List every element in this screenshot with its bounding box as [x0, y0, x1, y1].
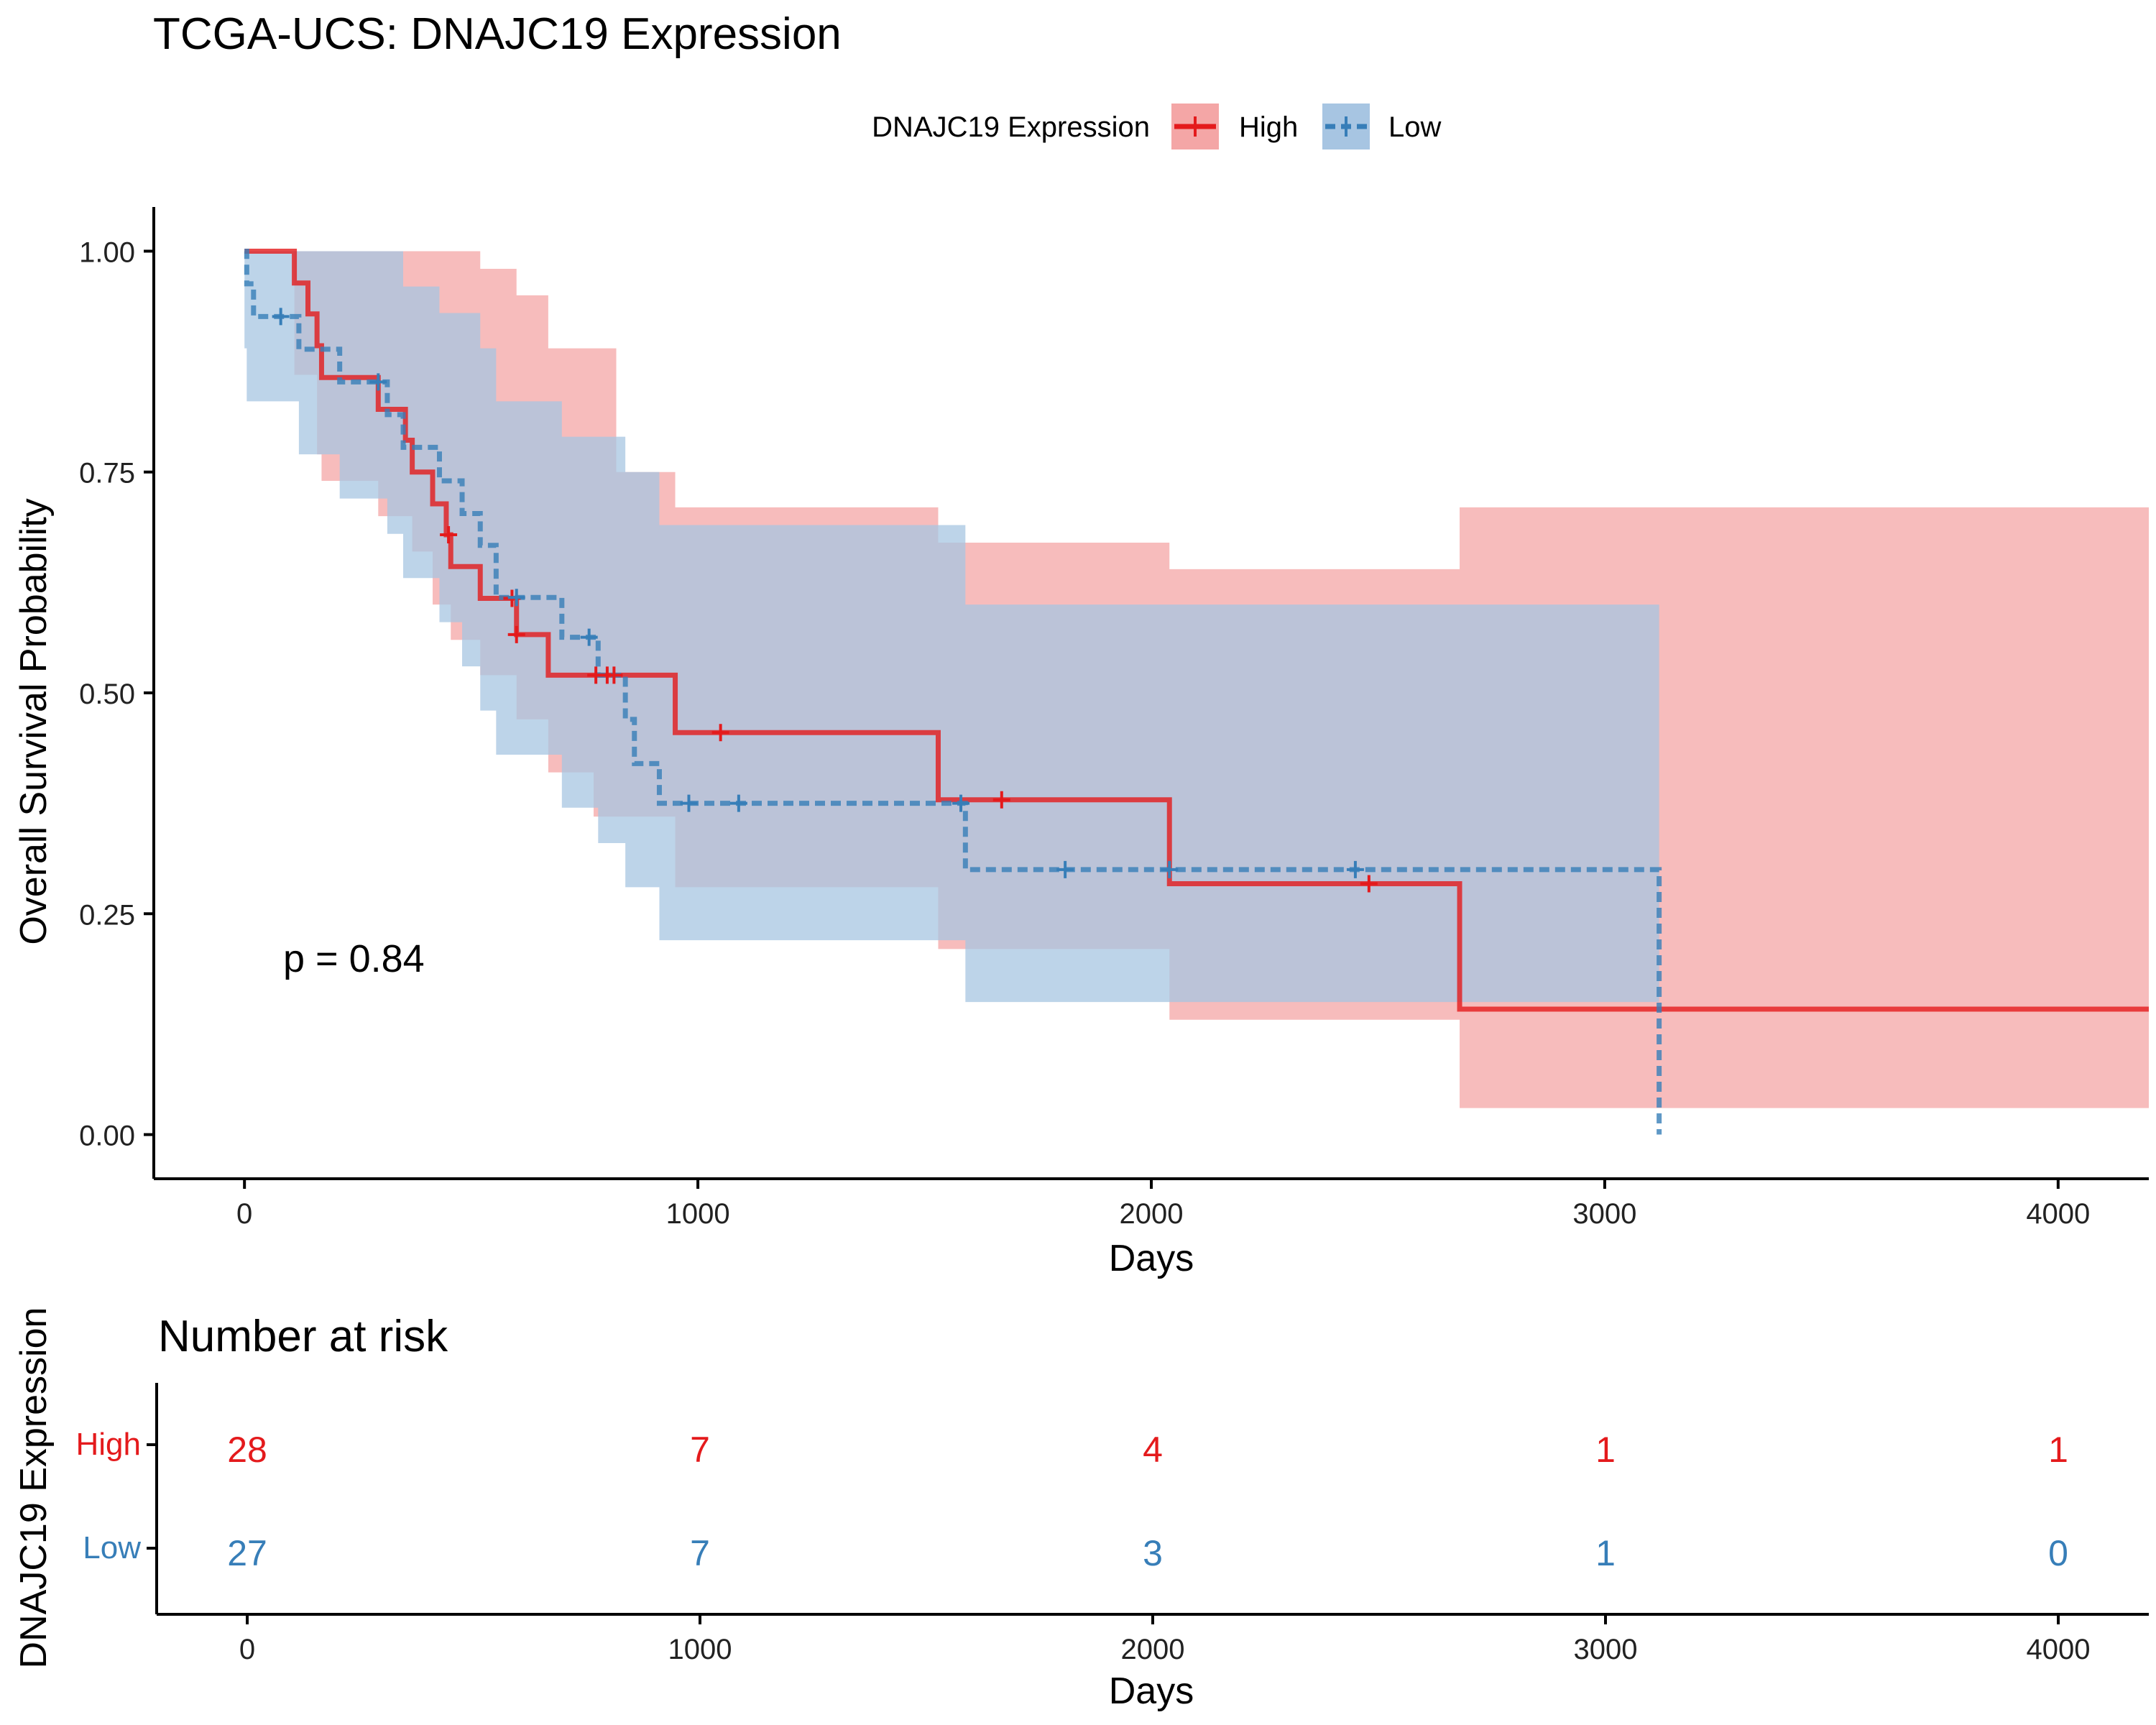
- x-tick-label: 0: [236, 1198, 252, 1230]
- legend-label-high: High: [1239, 111, 1298, 143]
- x-tick-label: 1000: [666, 1198, 730, 1230]
- risk-x-axis-label: Days: [1109, 1670, 1194, 1712]
- risk-row-label-high: High: [76, 1427, 142, 1462]
- censor-mark-low: [369, 373, 387, 391]
- y-tick-label: 1.00: [79, 236, 135, 268]
- risk-y-axis-label: DNAJC19 Expression: [13, 1307, 55, 1669]
- censor-marks: [272, 308, 1378, 893]
- censor-mark-high: [1360, 875, 1378, 893]
- x-tick-label: 4000: [2026, 1198, 2090, 1230]
- survival-plot: 0.00 0.25 0.50 0.75 1.00 0 1000 2000 3000 4000 p …: [13, 207, 2149, 1279]
- chart-title: TCGA-UCS: DNAJC19 Expression: [153, 9, 842, 59]
- survival-curves: [244, 248, 2149, 1135]
- risk-cell-low: 1: [1595, 1533, 1616, 1573]
- censor-mark-low: [272, 308, 290, 326]
- risk-cell-low: 7: [690, 1533, 710, 1573]
- censor-mark-low: [729, 794, 747, 812]
- plot-axes: 0.00 0.25 0.50 0.75 1.00 0 1000 2000 3000 4000: [79, 207, 2149, 1230]
- censor-mark-low: [1056, 860, 1074, 878]
- y-axis-label: Overall Survival Probability: [13, 498, 55, 944]
- legend-label-low: Low: [1388, 111, 1441, 143]
- legend-title: DNAJC19 Expression: [872, 111, 1150, 143]
- y-tick-label: 0.75: [79, 458, 135, 489]
- risk-x-tick-label: 1000: [668, 1634, 732, 1665]
- y-tick-label: 0.00: [79, 1121, 135, 1152]
- censor-mark-high: [711, 724, 729, 742]
- survival-curve-high: [244, 248, 2149, 1012]
- risk-cell-low: 27: [227, 1533, 267, 1573]
- risk-x-tick-label: 0: [239, 1634, 255, 1665]
- risk-cell-high: 7: [690, 1430, 710, 1470]
- risk-x-tick-label: 2000: [1121, 1634, 1185, 1665]
- risk-cell-high: 1: [1595, 1430, 1616, 1470]
- censor-mark-high: [992, 791, 1010, 809]
- censor-mark-low: [680, 794, 698, 812]
- risk-x-tick-label: 4000: [2027, 1634, 2091, 1665]
- confidence-bands: [244, 251, 2149, 1108]
- censor-mark-high: [440, 525, 458, 543]
- survival-curve-low: [244, 248, 1662, 1135]
- censor-mark-low: [1346, 860, 1364, 878]
- risk-cell-high: 1: [2048, 1430, 2068, 1470]
- risk-cell-low: 3: [1143, 1533, 1163, 1573]
- risk-table-cells: 28 7 4 1 1 27 7 3 1 0: [227, 1430, 2068, 1573]
- risk-table-axes: 0 1000 2000 3000 4000 High Low: [76, 1383, 2149, 1665]
- censor-mark-low: [507, 589, 525, 607]
- y-tick-label: 0.25: [79, 899, 135, 931]
- x-tick-label: 3000: [1572, 1198, 1636, 1230]
- ci-band-low: [244, 251, 1659, 1003]
- censor-mark-low: [580, 628, 598, 646]
- risk-cell-high: 28: [227, 1430, 267, 1470]
- y-tick-label: 0.50: [79, 678, 135, 710]
- censor-mark-low: [952, 794, 970, 812]
- risk-row-label-low: Low: [83, 1530, 141, 1565]
- x-axis-label: Days: [1109, 1238, 1194, 1279]
- risk-table: Number at risk 0 1000 2000 3000 4000HighLow …: [13, 1307, 2149, 1712]
- censor-mark-high: [507, 625, 525, 643]
- x-tick-label: 2000: [1120, 1198, 1184, 1230]
- risk-table-title: Number at risk: [158, 1312, 448, 1361]
- risk-x-tick-label: 3000: [1574, 1634, 1638, 1665]
- censor-mark-low: [1161, 860, 1179, 878]
- risk-cell-low: 0: [2048, 1533, 2068, 1573]
- p-value-annotation: p = 0.84: [283, 937, 425, 980]
- censor-mark-high: [605, 666, 623, 684]
- legend: DNAJC19 Expression High Low: [872, 104, 1441, 150]
- risk-cell-high: 4: [1143, 1430, 1163, 1470]
